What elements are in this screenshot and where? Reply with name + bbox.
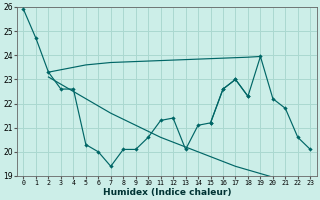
X-axis label: Humidex (Indice chaleur): Humidex (Indice chaleur) — [103, 188, 231, 197]
